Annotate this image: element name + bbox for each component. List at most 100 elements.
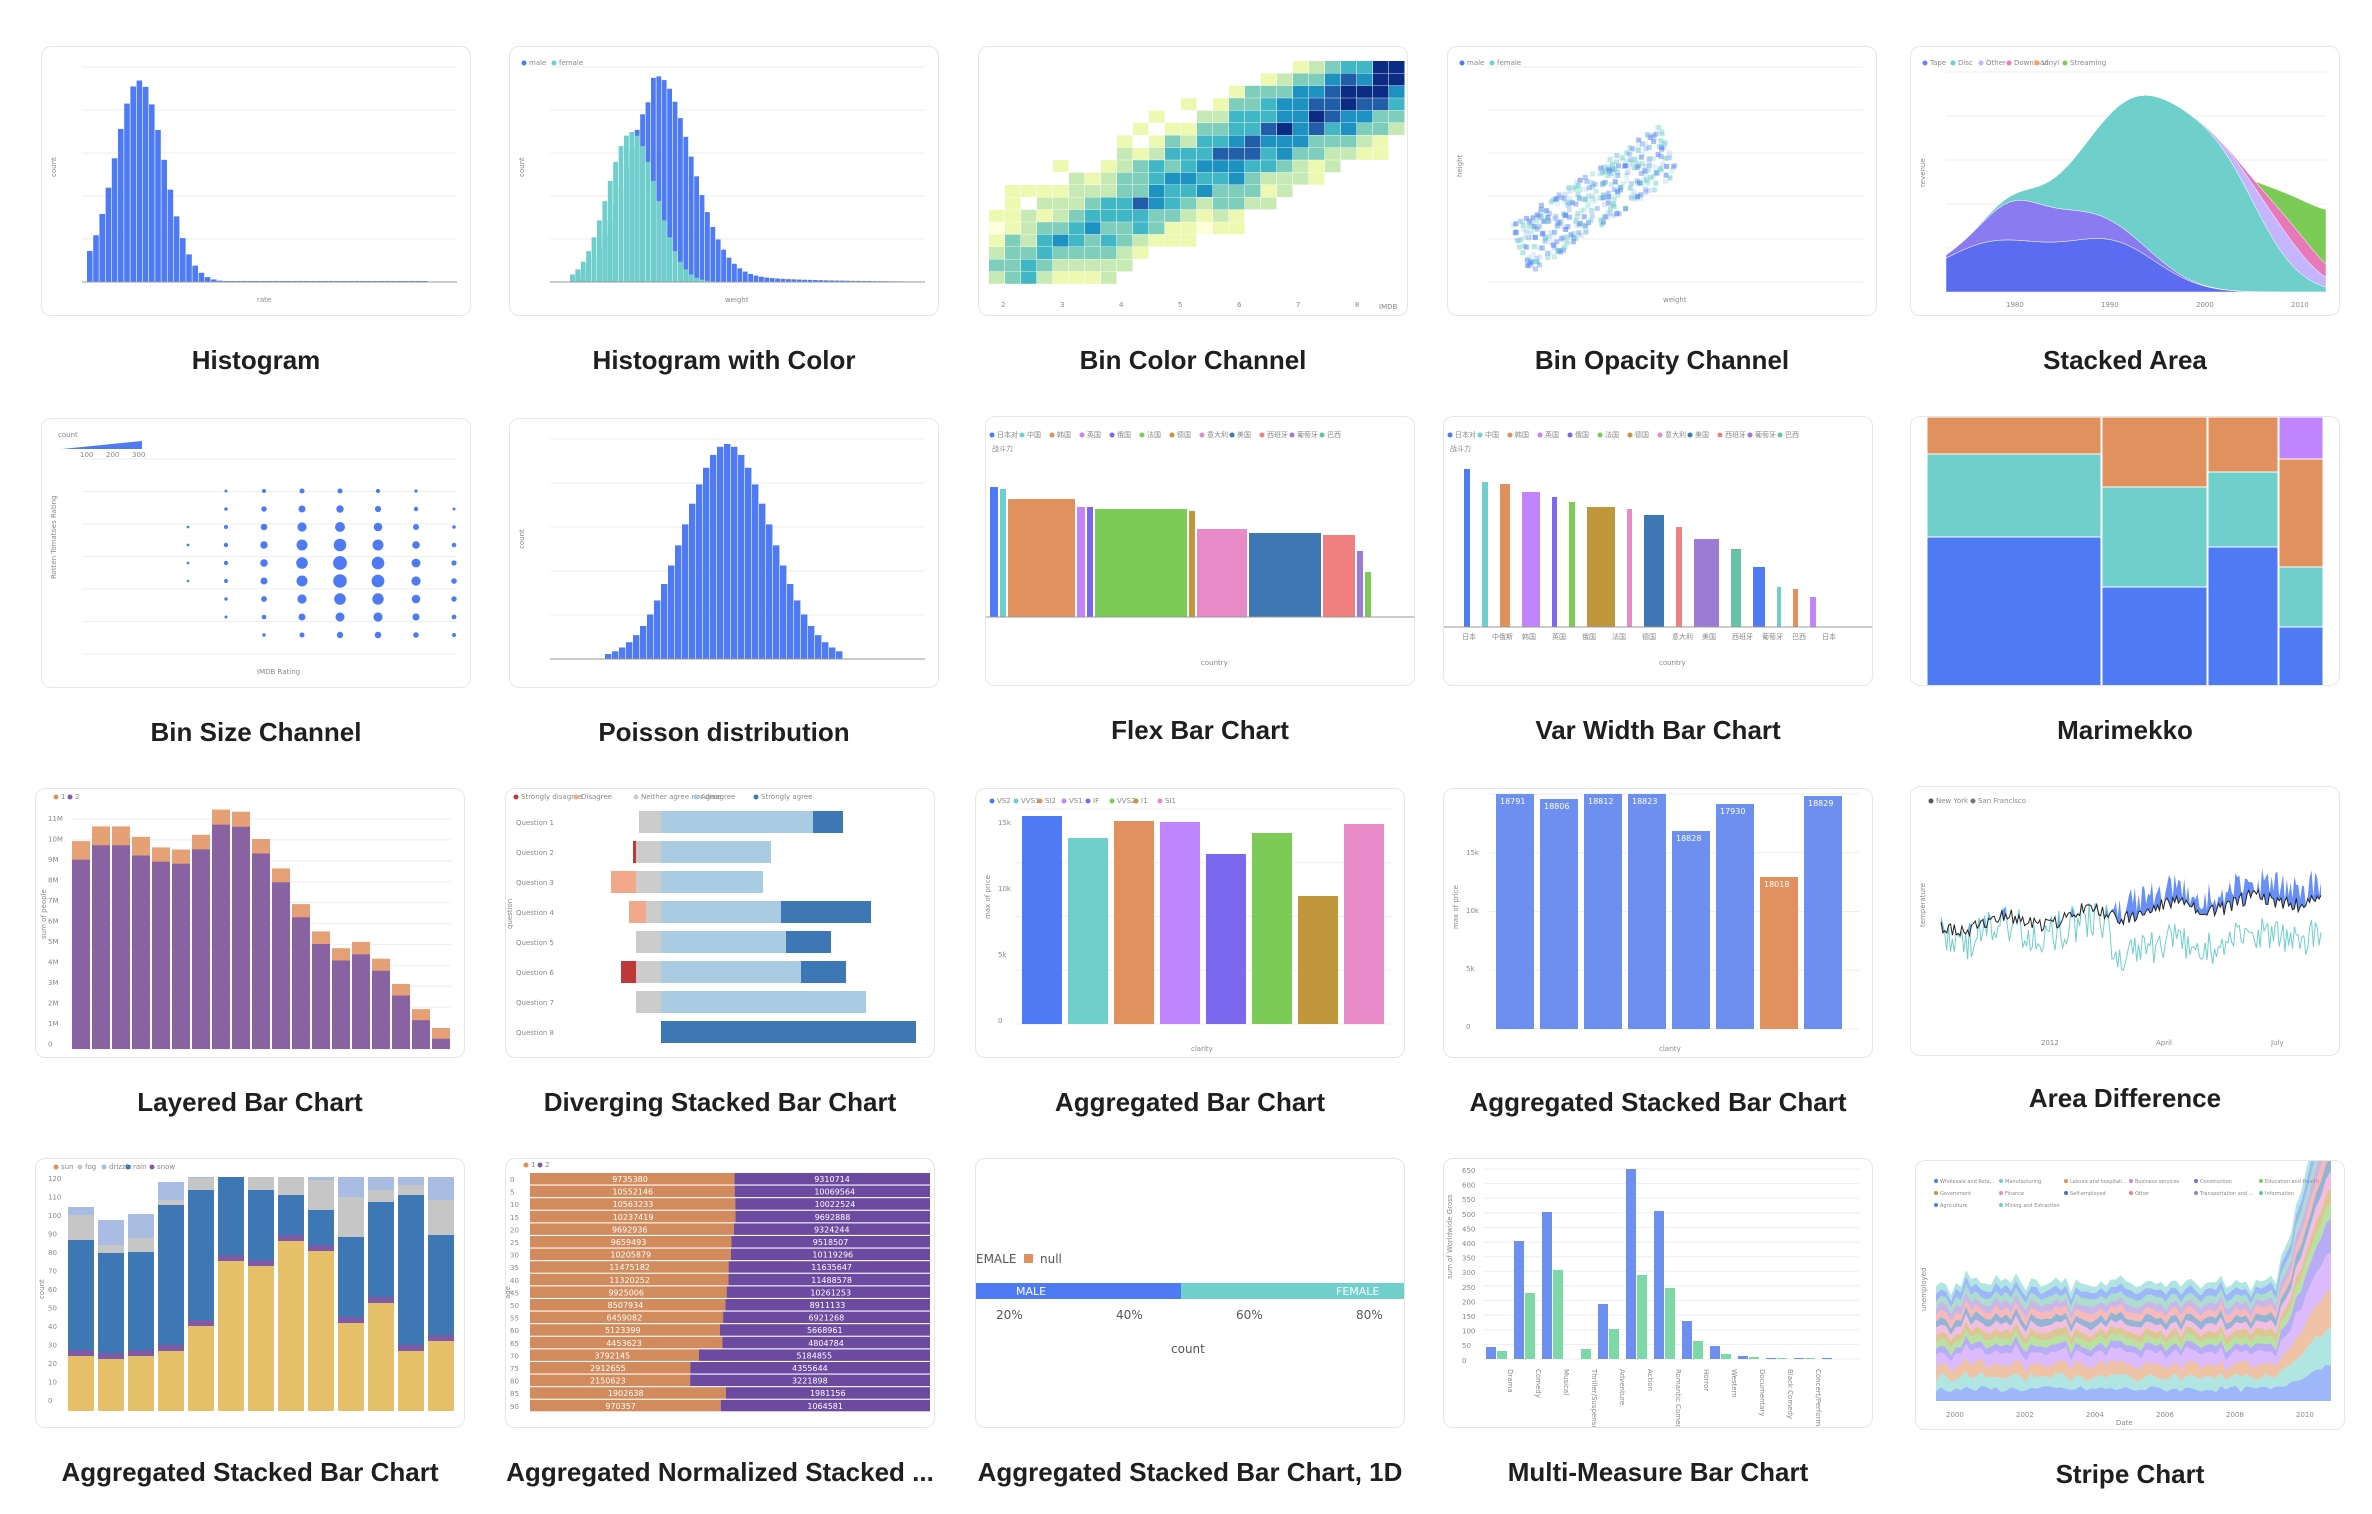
density-cell (1639, 160, 1645, 166)
card-aggregated-stacked-bar-chart-1d[interactable]: EMALE null MALE FEMALE 20% 40% 60% 80% count (975, 1158, 1405, 1428)
card-aggregated-normalized-stacked[interactable]: 1 2 0 9735380 9310714 5 10552146 10069564 10 1056… (505, 1158, 935, 1428)
density-cell (1510, 222, 1516, 228)
male-bar (753, 275, 759, 282)
card-bin-opacity-channel[interactable]: male female weight height (1447, 46, 1877, 316)
size-dot (371, 556, 385, 570)
density-cell (1565, 234, 1571, 240)
title-diverging-stacked-bar-chart[interactable]: Diverging Stacked Bar Chart (543, 1087, 897, 1117)
density-cell (1577, 220, 1583, 226)
density-cell (1627, 157, 1633, 163)
male-share (530, 1223, 734, 1235)
density-cell (1590, 171, 1596, 177)
title-stripe-chart[interactable]: Stripe Chart (2055, 1459, 2205, 1489)
density-cell (1533, 256, 1539, 262)
title-stacked-area[interactable]: Stacked Area (2043, 345, 2207, 375)
heat-cell (1245, 147, 1261, 160)
legend-swatch (1687, 432, 1693, 438)
title-flex-bar-chart[interactable]: Flex Bar Chart (1111, 715, 1289, 745)
female-bar (591, 237, 597, 282)
density-cell (1623, 159, 1629, 165)
title-aggregated-stacked-bar-chart-1d[interactable]: Aggregated Stacked Bar Chart, 1D (977, 1457, 1403, 1487)
title-bin-color-channel[interactable]: Bin Color Channel (1079, 345, 1307, 375)
title-histogram[interactable]: Histogram (191, 345, 321, 375)
title-histogram-with-color[interactable]: Histogram with Color (592, 345, 856, 375)
density-cell (1578, 197, 1584, 203)
gross-bar (1654, 1211, 1664, 1359)
heat-cell (1197, 172, 1213, 185)
title-layered-bar-chart[interactable]: Layered Bar Chart (137, 1087, 363, 1117)
stripe-layer (1936, 1187, 2331, 1348)
title-aggregated-stacked-bar-chart-weather[interactable]: Aggregated Stacked Bar Chart (61, 1457, 439, 1487)
bar-group-2 (392, 995, 410, 1049)
card-aggregated-bar-chart[interactable]: VS2 VVS1 SI2 VS1 IF VVS2 I1 SI1 15k 10k 5k 0 clarity… (975, 788, 1405, 1058)
female-bar (586, 251, 591, 282)
card-layered-bar-chart[interactable]: 1 2 11M 10M 9M 8M 7M 6M 5M 4M 3M 2M 1M 0 sum of people (35, 788, 465, 1058)
title-aggregated-stacked-bar-chart[interactable]: Aggregated Stacked Bar Chart (1469, 1087, 1847, 1117)
legend-label: 德国 (1635, 430, 1649, 439)
density-cell (1560, 224, 1566, 230)
density-cell (1554, 223, 1560, 229)
legend-label: Download (2014, 59, 2049, 67)
heat-cell (989, 271, 1005, 284)
size-dot (374, 631, 382, 639)
card-stripe-chart[interactable]: Wholesale and Reta... Manufacturing Leisur… (1915, 1160, 2345, 1430)
heat-cell (1277, 172, 1293, 185)
density-cell (1607, 156, 1613, 162)
card-bin-color-channel[interactable]: 2 3 4 5 6 7 8 IMDB (978, 46, 1408, 316)
heat-cell (1069, 222, 1085, 235)
title-aggregated-normalized-stacked[interactable]: Aggregated Normalized Stacked ... (506, 1457, 934, 1487)
title-marimekko[interactable]: Marimekko (2057, 715, 2193, 745)
agree (661, 931, 786, 953)
title-multi-measure-bar-chart[interactable]: Multi-Measure Bar Chart (1507, 1457, 1809, 1487)
bar-value: 18828 (1676, 834, 1701, 843)
title-poisson-distribution[interactable]: Poisson distribution (598, 717, 850, 747)
card-poisson-distribution[interactable]: count (509, 418, 939, 688)
density-cell (1512, 230, 1518, 236)
poisson-bar (794, 600, 801, 659)
heat-cell (1181, 135, 1197, 148)
density-cell (1607, 211, 1613, 217)
title-bin-size-channel[interactable]: Bin Size Channel (150, 717, 362, 747)
card-aggregated-stacked-bar-chart-weather[interactable]: sun fog drizzle rain snow 120 110 100 90 80 70 60 50… (35, 1158, 465, 1428)
bar-value: 18812 (1588, 797, 1613, 806)
legend-label: 巴西 (1327, 431, 1341, 439)
legend-label: Business services (2135, 1179, 2180, 1185)
card-diverging-stacked-bar-chart[interactable]: Strongly disagree Disagree Neither agree n… (505, 788, 935, 1058)
title-area-difference[interactable]: Area Difference (2028, 1083, 2222, 1113)
y-tick: 6M (48, 918, 59, 926)
legend-swatch (1999, 1191, 2003, 1195)
card-area-difference[interactable]: New York San Francisco 2012 April July temper… (1910, 786, 2340, 1056)
female-bar (597, 220, 602, 282)
ny-line (1940, 888, 2322, 938)
sub-label: 战斗力 (992, 444, 1013, 453)
card-bin-size-channel[interactable]: count 100 200 300 IMDB Rating Rotten Tomatoes… (41, 418, 471, 688)
histogram-bar (118, 128, 124, 282)
legend-label: 法国 (1147, 430, 1161, 439)
title-aggregated-bar-chart[interactable]: Aggregated Bar Chart (1054, 1087, 1326, 1117)
card-var-width-bar-chart[interactable]: 日本对 中国 韩国 英国 俄国 法国 德国 意大利 美国 西班牙 葡萄牙 巴西 战斗力 日本 中俄斯 韩国 英国… (1443, 416, 1873, 686)
density-cell (1613, 159, 1619, 165)
card-histogram[interactable]: rate count (41, 46, 471, 316)
density-cell (1559, 236, 1565, 242)
weather-segment (368, 1297, 394, 1303)
density-cell (1635, 193, 1641, 199)
legend-swatch (1934, 1179, 1938, 1183)
heat-cell (1389, 98, 1405, 111)
density-cell (1643, 146, 1649, 152)
card-histogram-with-color[interactable]: male female weight count (509, 46, 939, 316)
marimekko-cell (1926, 536, 2102, 685)
heat-cell (1149, 147, 1165, 160)
title-bin-opacity-channel[interactable]: Bin Opacity Channel (1534, 345, 1790, 375)
weather-segment (188, 1177, 214, 1178)
card-flex-bar-chart[interactable]: 日本对 中国 韩国 英国 俄国 法国 德国 意大利 美国 西班牙 葡萄牙 巴西 战斗力 country (985, 416, 1415, 686)
card-stacked-area[interactable]: Tape Disc Other Download Vinyl Streaming 1980 1… (1910, 46, 2340, 316)
bar-group-2 (172, 863, 190, 1049)
card-multi-measure-bar-chart[interactable]: 650 600 550 500 450 400 350 300 250 200 150 100 50 0 D… (1443, 1158, 1873, 1428)
legend-label: Neither agree nor disagree (641, 793, 735, 801)
card-marimekko[interactable] (1910, 416, 2340, 686)
poisson-bar (668, 565, 675, 659)
density-cell (1574, 213, 1580, 219)
card-aggregated-stacked-bar-chart[interactable]: 18791 18806 18812 18823 18828 17930 18018 18829… (1443, 788, 1873, 1058)
density-cell (1654, 125, 1660, 131)
title-var-width-bar-chart[interactable]: Var Width Bar Chart (1535, 715, 1781, 745)
